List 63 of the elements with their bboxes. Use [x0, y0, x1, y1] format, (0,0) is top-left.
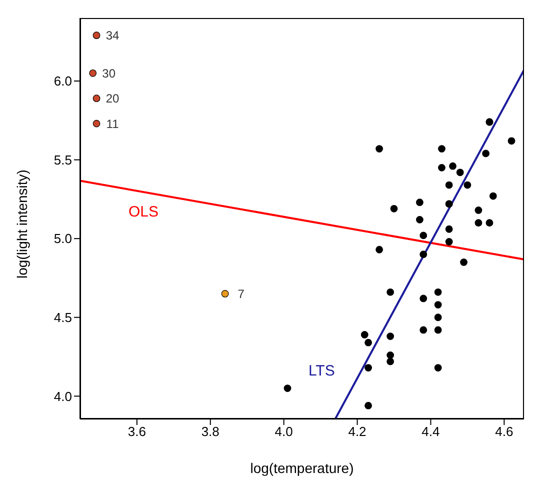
y-tick-label: 5.5 — [54, 152, 72, 168]
point — [416, 216, 424, 224]
point — [92, 32, 100, 40]
y-tick-label: 6.0 — [54, 74, 72, 89]
series-label: LTS — [308, 362, 335, 380]
point — [434, 301, 442, 308]
point — [445, 225, 453, 233]
point — [420, 294, 428, 302]
point — [474, 219, 482, 227]
point — [508, 137, 516, 145]
x-tick-label: 4.2 — [348, 424, 366, 440]
point — [386, 351, 394, 359]
point — [486, 219, 494, 227]
y-tick-label: 4.5 — [54, 310, 72, 325]
point — [489, 192, 497, 200]
point — [434, 364, 442, 372]
point — [390, 204, 398, 212]
point — [445, 181, 453, 189]
point — [434, 326, 442, 334]
point — [438, 164, 446, 172]
point — [420, 232, 428, 240]
annotation: 11 — [106, 116, 120, 131]
annotation: 20 — [106, 92, 120, 106]
point — [482, 150, 490, 158]
point — [386, 358, 394, 366]
annotation: 7 — [238, 286, 245, 301]
point — [416, 198, 424, 206]
point — [434, 288, 442, 296]
point — [438, 145, 446, 152]
point — [364, 402, 372, 410]
point — [445, 238, 453, 246]
x-tick-label: 4.6 — [495, 424, 514, 440]
point — [386, 288, 394, 296]
x-tick-label: 4.4 — [422, 424, 440, 440]
x-tick-label: 3.6 — [128, 424, 146, 440]
x-tick-label: 4.0 — [274, 424, 293, 440]
point — [364, 338, 372, 346]
annotation: 34 — [106, 28, 120, 43]
point — [456, 168, 464, 176]
point — [284, 384, 292, 392]
point — [460, 258, 468, 266]
point — [89, 69, 97, 77]
x-axis-title: log(temperature) — [250, 460, 354, 476]
point — [92, 120, 100, 128]
point — [420, 326, 428, 334]
point — [420, 250, 428, 258]
point — [474, 206, 482, 214]
point — [449, 162, 456, 170]
point — [434, 314, 442, 322]
y-tick-label: 5.0 — [54, 231, 72, 246]
y-tick-label: 4.0 — [54, 388, 72, 404]
point — [464, 181, 472, 189]
y-axis-title: log(light intensity) — [14, 170, 30, 278]
point — [364, 364, 372, 372]
point — [360, 331, 368, 338]
point — [92, 94, 100, 102]
point — [386, 332, 394, 340]
point — [376, 145, 384, 152]
point — [221, 290, 229, 298]
point — [376, 246, 384, 254]
x-tick-label: 3.8 — [201, 424, 220, 440]
annotation: 30 — [102, 66, 116, 80]
series-label: OLS — [128, 203, 159, 220]
